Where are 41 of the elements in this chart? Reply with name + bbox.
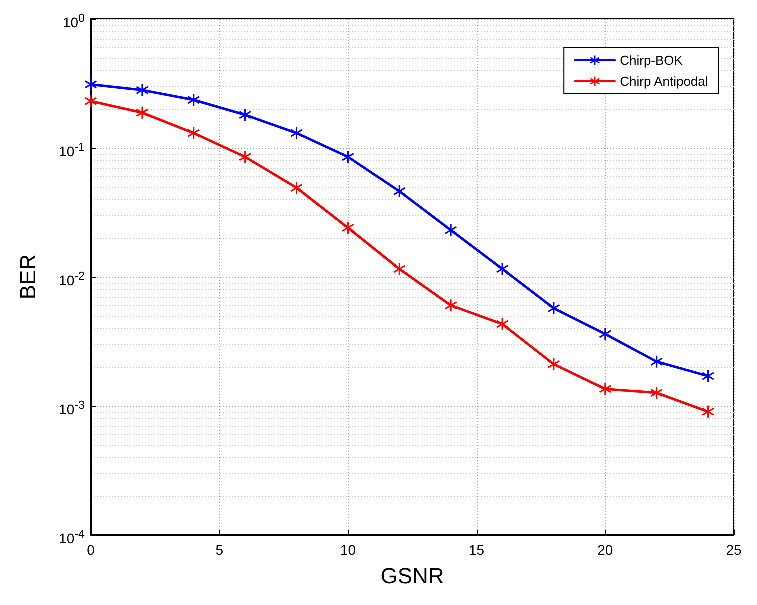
x-tick-label: 0 [87, 542, 96, 558]
point [136, 106, 148, 119]
point [85, 95, 97, 108]
point [445, 224, 458, 236]
point [136, 84, 148, 96]
x-tick-label: 25 [726, 542, 742, 558]
point [290, 182, 303, 194]
point [445, 300, 458, 312]
point [650, 387, 663, 400]
y-tick-label: 10$^{-4}$ [59, 527, 85, 548]
point [599, 328, 612, 340]
point [342, 151, 354, 164]
point [342, 222, 354, 234]
y-tick-label: 10$^{-2}$ [59, 269, 85, 290]
point [239, 151, 252, 164]
point [599, 383, 612, 396]
point [496, 318, 509, 330]
point [702, 370, 714, 382]
point [290, 127, 303, 140]
x-axis-title: GSNR [380, 564, 444, 588]
y-tick-label: 10$^{0}$ [62, 11, 85, 32]
x-tick-label: 15 [469, 542, 485, 558]
legend-label: Chirp-BOK [620, 53, 684, 68]
x-tick-label: 20 [598, 542, 614, 558]
point [394, 263, 406, 276]
legend-label: Chirp Antipodal [620, 74, 708, 89]
point [548, 302, 560, 314]
x-tick-label: 5 [216, 542, 224, 558]
y-axis-title: BER [16, 254, 40, 300]
point [239, 109, 252, 122]
y-tick-label: 10$^{-3}$ [59, 398, 85, 419]
point [188, 127, 200, 140]
point [548, 358, 560, 370]
point [85, 78, 97, 91]
y-tick-label: 10$^{-1}$ [59, 140, 85, 161]
x-tick-label: 10 [340, 542, 356, 558]
point [188, 94, 200, 106]
point [394, 186, 406, 198]
point [496, 263, 509, 276]
point [702, 406, 714, 418]
point [650, 356, 663, 368]
